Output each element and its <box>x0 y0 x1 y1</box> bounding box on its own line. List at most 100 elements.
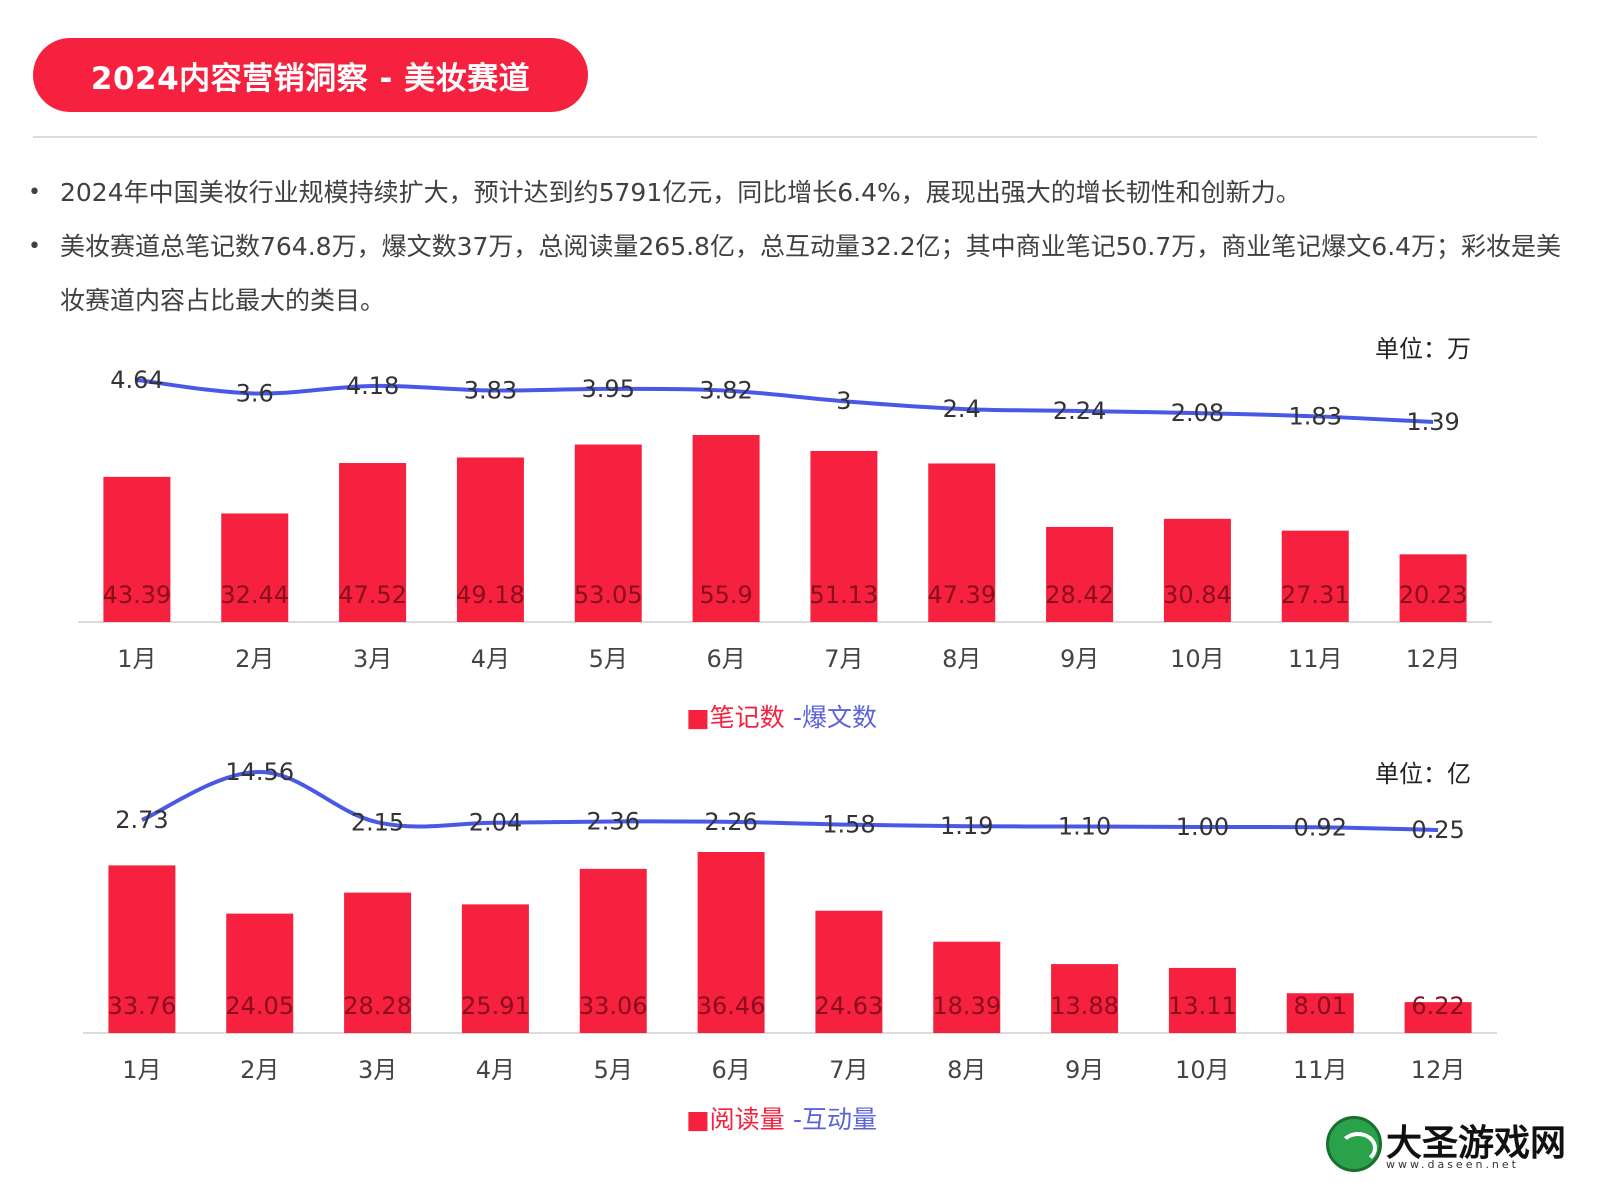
bar-value-label: 30.84 <box>1163 581 1232 609</box>
bar <box>579 868 647 1033</box>
x-tick-label: 3月 <box>353 645 392 673</box>
line-series <box>141 769 1439 832</box>
line-value-label: 2.73 <box>115 806 168 834</box>
line-value-label: 1.19 <box>940 812 993 840</box>
line-series <box>136 378 1434 424</box>
line-value-label: 1.00 <box>1176 813 1229 841</box>
line-value-label: 2.08 <box>1171 399 1224 427</box>
bar <box>221 513 289 622</box>
bar <box>810 450 878 622</box>
bar-value-label: 8.01 <box>1294 992 1347 1020</box>
x-tick-label: 7月 <box>824 645 863 673</box>
line-value-label: 2.36 <box>587 807 640 835</box>
legend-bar-series: ■笔记数 <box>686 703 785 732</box>
x-tick-label: 5月 <box>589 645 628 673</box>
x-tick-label: 9月 <box>1065 1056 1104 1084</box>
x-tick-label: 4月 <box>471 645 510 673</box>
line-value-label: 3.95 <box>582 375 635 403</box>
summary-bullets: 2024年中国美妆行业规模持续扩大，预计达到约5791亿元，同比增长6.4%，展… <box>28 166 1568 328</box>
line-value-label: 3 <box>836 387 851 415</box>
line-value-label: 14.56 <box>225 758 294 786</box>
watermark-logo: 大圣游戏网 www.daseen.net <box>1326 1114 1566 1176</box>
x-tick-label: 1月 <box>122 1056 161 1084</box>
bar <box>928 463 996 622</box>
x-tick-label: 1月 <box>117 645 156 673</box>
x-tick-label: 8月 <box>947 1056 986 1084</box>
bar <box>692 435 760 622</box>
bar <box>697 852 765 1033</box>
bar-value-label: 55.9 <box>699 581 752 609</box>
line-value-label: 1.58 <box>822 811 875 839</box>
bar-value-label: 43.39 <box>103 581 172 609</box>
bar <box>815 910 883 1033</box>
bar <box>103 476 171 622</box>
title-divider <box>33 136 1537 138</box>
bar-value-label: 36.46 <box>697 992 766 1020</box>
x-tick-label: 11月 <box>1288 645 1343 673</box>
line-value-label: 2.26 <box>704 808 757 836</box>
bar <box>1051 964 1119 1033</box>
line-value-label: 2.15 <box>351 808 404 836</box>
bar-value-label: 47.52 <box>338 581 407 609</box>
bar-value-label: 20.23 <box>1399 581 1468 609</box>
bar-value-label: 27.31 <box>1281 581 1350 609</box>
x-tick-label: 3月 <box>358 1056 397 1084</box>
bar-value-label: 24.63 <box>815 992 884 1020</box>
line-value-label: 2.24 <box>1053 397 1106 425</box>
line-value-label: 3.83 <box>464 376 517 404</box>
notes-chart: 单位：万 43.39 1月 32.44 2月 47.52 3月 49.18 4月 53.05 5月 5… <box>78 335 1492 732</box>
x-tick-label: 7月 <box>829 1056 868 1084</box>
bar-value-label: 32.44 <box>220 581 289 609</box>
bar <box>1163 518 1231 622</box>
line-value-label: 2.4 <box>943 395 981 423</box>
bar-value-label: 13.11 <box>1168 992 1237 1020</box>
bullet-item: 2024年中国美妆行业规模持续扩大，预计达到约5791亿元，同比增长6.4%，展… <box>28 166 1568 220</box>
bar-value-label: 25.91 <box>461 992 530 1020</box>
x-tick-label: 2月 <box>240 1056 279 1084</box>
x-tick-label: 11月 <box>1293 1056 1348 1084</box>
line-value-label: 3.82 <box>699 377 752 405</box>
line-value-label: 1.83 <box>1289 402 1342 430</box>
bar <box>933 941 1001 1033</box>
legend-line-series: -爆文数 <box>793 703 877 732</box>
bar-value-label: 18.39 <box>932 992 1001 1020</box>
x-tick-label: 9月 <box>1060 645 1099 673</box>
x-tick-label: 10月 <box>1175 1056 1230 1084</box>
bar-value-label: 51.13 <box>810 581 879 609</box>
bar-value-label: 6.22 <box>1411 992 1464 1020</box>
bar <box>1399 554 1467 622</box>
x-tick-label: 12月 <box>1406 645 1461 673</box>
watermark-url: www.daseen.net <box>1386 1158 1519 1171</box>
x-tick-label: 12月 <box>1411 1056 1466 1084</box>
x-tick-label: 8月 <box>942 645 981 673</box>
bar <box>1046 526 1114 622</box>
x-tick-label: 2月 <box>235 645 274 673</box>
unit-label: 单位：亿 <box>1375 760 1471 788</box>
bar-value-label: 28.28 <box>343 992 412 1020</box>
bar <box>1404 1002 1472 1033</box>
bar-value-label: 47.39 <box>927 581 996 609</box>
x-tick-label: 5月 <box>594 1056 633 1084</box>
bar-value-label: 24.05 <box>225 992 294 1020</box>
bar <box>1168 967 1236 1033</box>
page-title: 2024内容营销洞察 - 美妆赛道 <box>33 38 588 112</box>
x-tick-label: 6月 <box>706 645 745 673</box>
bar <box>1281 530 1349 622</box>
line-value-label: 2.04 <box>469 809 522 837</box>
bar-value-label: 33.06 <box>579 992 648 1020</box>
x-tick-label: 10月 <box>1170 645 1225 673</box>
bar-value-label: 28.42 <box>1045 581 1114 609</box>
bar-value-label: 53.05 <box>574 581 643 609</box>
line-value-label: 4.18 <box>346 372 399 400</box>
bar <box>108 865 176 1033</box>
bar <box>461 904 529 1033</box>
line-value-label: 0.25 <box>1411 816 1464 844</box>
watermark-brand: 大圣游戏网 <box>1386 1122 1567 1164</box>
x-tick-label: 6月 <box>711 1056 750 1084</box>
bar-value-label: 33.76 <box>108 992 177 1020</box>
unit-label: 单位：万 <box>1375 335 1471 363</box>
bullet-item: 美妆赛道总笔记数764.8万，爆文数37万，总阅读量265.8亿，总互动量32.… <box>28 220 1568 328</box>
legend-line-series: -互动量 <box>793 1105 877 1134</box>
line-value-label: 1.10 <box>1058 813 1111 841</box>
bar-value-label: 13.88 <box>1050 992 1119 1020</box>
